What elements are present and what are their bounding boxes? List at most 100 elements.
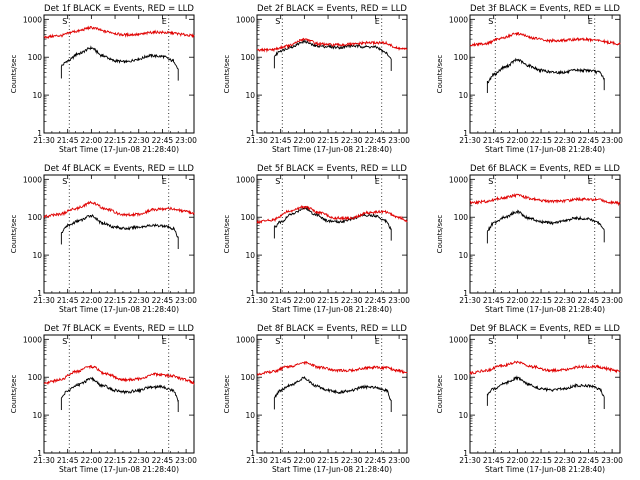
plot-frame: [469, 14, 621, 134]
x-tick-label: 22:30: [554, 296, 576, 305]
x-axis-label: Start Time (17-Jun-08 21:28:40): [59, 145, 179, 154]
y-axis-label: Counts/sec: [10, 375, 18, 414]
y-tick-label: 100: [28, 373, 43, 382]
y-tick-label: 1000: [449, 15, 468, 24]
y-axis-label: Counts/sec: [436, 375, 444, 414]
marker-label-e: E: [375, 177, 380, 186]
x-tick-label: 22:00: [507, 456, 529, 465]
y-tick-label: 10: [32, 91, 42, 100]
x-tick-label: 21:45: [270, 136, 292, 145]
y-tick-label: 1000: [449, 175, 468, 184]
y-tick-label: 1: [250, 289, 255, 298]
x-tick-label: 22:30: [128, 296, 150, 305]
y-tick-label: 1000: [449, 335, 468, 344]
events-series-line: [487, 375, 605, 398]
lld-series-line: [43, 200, 195, 219]
x-axis-label: Start Time (17-Jun-08 21:28:40): [59, 465, 179, 474]
y-tick-label: 10: [245, 251, 255, 260]
y-axis-label: Counts/sec: [436, 215, 444, 254]
marker-label-e: E: [162, 17, 167, 26]
events-series-line: [486, 57, 605, 84]
x-tick-label: 23:00: [175, 136, 197, 145]
plot-frame: [43, 174, 195, 294]
y-tick-label: 10: [458, 91, 468, 100]
y-tick-label: 1000: [236, 15, 255, 24]
plot-frame: [256, 14, 408, 134]
y-tick-label: 1: [463, 449, 468, 458]
x-tick-label: 23:00: [388, 136, 410, 145]
x-tick-label: 21:45: [483, 456, 505, 465]
panel-title: Det 5f BLACK = Events, RED = LLD: [257, 164, 407, 174]
y-tick-label: 1: [37, 289, 42, 298]
marker-label-s: S: [275, 17, 280, 26]
x-tick-label: 21:45: [270, 296, 292, 305]
x-tick-label: 22:30: [341, 136, 363, 145]
x-tick-label: 22:00: [81, 296, 103, 305]
x-tick-label: 21:30: [246, 456, 268, 465]
y-tick-label: 10: [245, 91, 255, 100]
x-tick-label: 23:00: [175, 296, 197, 305]
y-tick-label: 1000: [236, 175, 255, 184]
y-tick-label: 10: [32, 251, 42, 260]
lld-series-line: [469, 192, 621, 207]
y-tick-label: 100: [454, 53, 469, 62]
x-axis-label: Start Time (17-Jun-08 21:28:40): [272, 305, 392, 314]
x-tick-label: 21:45: [57, 296, 79, 305]
marker-label-s: S: [62, 17, 67, 26]
y-tick-label: 10: [245, 411, 255, 420]
x-tick-label: 21:30: [33, 456, 55, 465]
x-tick-label: 22:45: [578, 296, 600, 305]
y-tick-label: 1: [37, 449, 42, 458]
lld-series-line: [256, 360, 408, 376]
y-axis-label: Counts/sec: [223, 215, 231, 254]
x-tick-label: 22:15: [104, 456, 126, 465]
x-tick-label: 21:30: [459, 296, 481, 305]
detector-panel-2f: Det 2f BLACK = Events, RED = LLD 21:30 21:…: [223, 4, 410, 154]
y-axis-label: Counts/sec: [10, 215, 18, 254]
x-tick-label: 22:45: [578, 456, 600, 465]
x-tick-label: 21:45: [57, 456, 79, 465]
x-tick-label: 22:15: [530, 296, 552, 305]
y-tick-label: 1: [37, 129, 42, 138]
plot-frame: [469, 174, 621, 294]
x-tick-label: 21:45: [270, 456, 292, 465]
y-tick-label: 1000: [23, 15, 42, 24]
marker-label-s: S: [488, 177, 493, 186]
x-tick-label: 23:00: [175, 456, 197, 465]
marker-label-e: E: [375, 337, 380, 346]
events-series-line: [486, 209, 605, 232]
lld-series-line: [256, 204, 408, 224]
x-tick-label: 23:00: [601, 136, 623, 145]
marker-label-s: S: [275, 177, 280, 186]
x-tick-label: 22:30: [554, 136, 576, 145]
x-tick-label: 22:00: [294, 136, 316, 145]
x-tick-label: 23:00: [601, 456, 623, 465]
x-tick-label: 21:30: [33, 136, 55, 145]
panel-title: Det 1f BLACK = Events, RED = LLD: [44, 4, 194, 14]
y-tick-label: 1000: [23, 335, 42, 344]
y-tick-label: 10: [32, 411, 42, 420]
events-series-line: [61, 376, 179, 403]
y-tick-label: 10: [458, 411, 468, 420]
lld-series-line: [469, 32, 621, 47]
x-tick-label: 22:15: [317, 296, 339, 305]
x-tick-label: 22:00: [81, 136, 103, 145]
x-tick-label: 22:30: [554, 456, 576, 465]
y-axis-label: Counts/sec: [223, 375, 231, 414]
x-axis-label: Start Time (17-Jun-08 21:28:40): [485, 145, 605, 154]
plot-frame: [43, 334, 195, 454]
y-axis-label: Counts/sec: [10, 55, 18, 94]
detector-panel-4f: Det 4f BLACK = Events, RED = LLD 21:30 21:…: [10, 164, 197, 314]
y-tick-label: 1: [463, 129, 468, 138]
x-axis-label: Start Time (17-Jun-08 21:28:40): [272, 465, 392, 474]
x-tick-label: 23:00: [388, 296, 410, 305]
marker-label-s: S: [62, 177, 67, 186]
events-series-line: [61, 213, 179, 238]
lld-series-line: [43, 25, 195, 39]
x-tick-label: 22:00: [81, 456, 103, 465]
y-tick-label: 1000: [236, 335, 255, 344]
x-tick-label: 22:45: [365, 456, 387, 465]
y-tick-label: 100: [454, 373, 469, 382]
x-tick-label: 22:45: [152, 136, 174, 145]
